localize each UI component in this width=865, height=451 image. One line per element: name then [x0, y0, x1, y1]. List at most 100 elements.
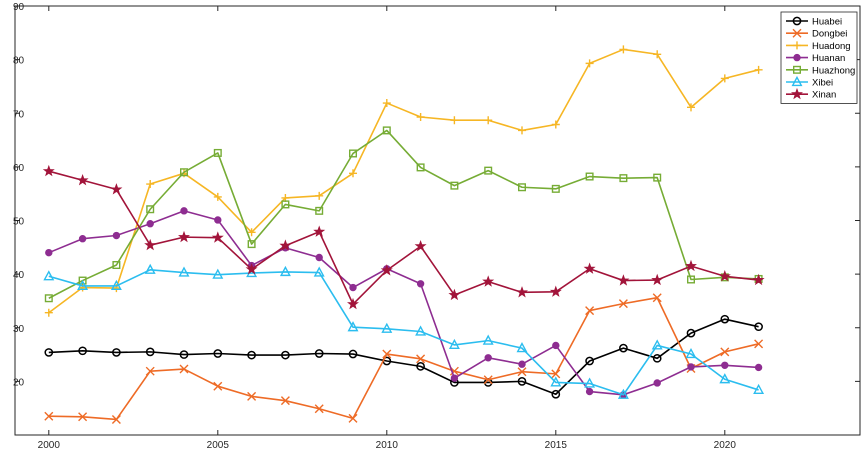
data-point-huanan — [349, 283, 357, 292]
data-point-dongbei — [585, 306, 595, 316]
y-tick-label: 60 — [13, 163, 25, 174]
series-huazhong — [44, 126, 763, 303]
x-tick-label: 2010 — [376, 440, 399, 451]
data-point-xibei — [279, 265, 291, 277]
y-tick-label: 80 — [13, 56, 25, 67]
data-point-dongbei — [78, 412, 88, 422]
data-point-huabei — [247, 350, 256, 360]
y-tick-label: 40 — [13, 270, 25, 281]
y-tick-label: 70 — [13, 109, 25, 120]
data-point-huazhong — [213, 148, 222, 157]
data-point-xinan — [414, 239, 427, 252]
data-point-xinan — [516, 286, 528, 298]
data-point-xibei — [448, 338, 460, 350]
data-point-huanan — [112, 231, 121, 240]
legend-label-huanan: Huanan — [812, 53, 845, 64]
legend-marker-huanan — [793, 53, 801, 62]
data-point-dongbei — [416, 354, 426, 364]
x-tick-label: 2005 — [207, 440, 230, 451]
data-point-huadong — [653, 50, 662, 59]
legend-marker-xinan — [791, 87, 803, 100]
y-tick-label: 90 — [13, 2, 25, 13]
data-point-huazhong — [44, 294, 53, 303]
data-point-huadong — [247, 228, 256, 237]
data-point-huazhong — [585, 172, 594, 181]
x-tick-label: 2020 — [714, 440, 737, 451]
data-point-huabei — [652, 353, 662, 363]
series-huadong — [44, 45, 763, 317]
data-point-huanan — [687, 363, 695, 371]
data-point-xibei — [415, 325, 427, 336]
legend-label-xinan: Xinan — [812, 90, 836, 101]
data-point-xinan — [211, 231, 224, 243]
legend-marker-xibei — [791, 75, 803, 87]
data-point-xinan — [685, 259, 697, 272]
data-point-huanan — [518, 360, 526, 368]
data-point-xibei — [77, 279, 89, 291]
data-point-huazhong — [416, 163, 425, 172]
series-line-xinan — [48, 170, 759, 305]
data-point-xibei — [381, 322, 393, 333]
data-point-xinan — [144, 238, 157, 251]
data-point-huabei — [314, 349, 324, 358]
data-point-huadong — [754, 65, 763, 74]
data-point-huanan — [585, 387, 594, 396]
data-point-huazhong — [281, 200, 290, 209]
data-point-dongbei — [517, 367, 527, 377]
data-point-dongbei — [314, 404, 324, 414]
data-point-huadong — [382, 99, 391, 108]
data-point-huabei — [179, 350, 189, 359]
data-point-xinan — [245, 263, 258, 275]
data-point-huazhong — [518, 183, 527, 192]
data-point-xibei — [313, 266, 325, 277]
series-huanan — [45, 207, 763, 399]
data-point-xinan — [448, 288, 461, 301]
data-point-xibei — [651, 339, 663, 350]
data-point-huanan — [214, 216, 222, 224]
data-point-huazhong — [653, 173, 662, 182]
data-point-huabei — [517, 377, 527, 386]
data-point-xinan — [583, 262, 596, 274]
data-point-huabei — [619, 343, 628, 353]
data-point-huadong — [315, 191, 324, 200]
series-line-huanan — [48, 210, 759, 396]
data-point-huadong — [484, 116, 493, 125]
plot-frame — [14, 5, 861, 436]
data-point-huanan — [315, 253, 323, 262]
data-point-huazhong — [382, 126, 391, 135]
data-point-xibei — [584, 377, 596, 388]
data-point-dongbei — [213, 381, 223, 391]
data-point-huanan — [552, 341, 560, 350]
data-point-huabei — [348, 349, 358, 359]
series-layer — [42, 45, 765, 424]
data-point-huazhong — [146, 205, 155, 214]
data-point-huazhong — [78, 276, 87, 285]
data-point-xinan — [617, 274, 630, 286]
data-point-huabei — [145, 347, 155, 357]
data-point-huanan — [721, 361, 729, 369]
data-point-huazhong — [349, 149, 358, 158]
data-point-huabei — [112, 348, 121, 357]
data-point-huadong — [450, 116, 459, 125]
data-point-huazhong — [687, 275, 696, 284]
data-point-huanan — [450, 374, 459, 382]
data-point-xibei — [347, 321, 359, 332]
data-point-huadong — [585, 59, 594, 68]
data-point-xinan — [347, 297, 359, 310]
data-point-xibei — [212, 268, 224, 279]
data-point-xibei — [753, 383, 765, 395]
data-point-xinan — [380, 264, 393, 276]
x-tick-label: 2000 — [38, 440, 61, 451]
data-point-huazhong — [450, 181, 459, 190]
data-point-dongbei — [382, 349, 392, 359]
data-point-huazhong — [484, 166, 493, 175]
data-point-xibei — [144, 263, 156, 274]
data-point-huadong — [44, 308, 53, 317]
data-point-xinan — [42, 164, 55, 177]
x-tick-label: 2015 — [545, 440, 568, 451]
data-point-huabei — [686, 328, 696, 338]
series-xinan — [42, 164, 765, 310]
legend-label-dongbei: Dongbei — [812, 29, 847, 40]
data-point-huadong — [416, 113, 425, 122]
